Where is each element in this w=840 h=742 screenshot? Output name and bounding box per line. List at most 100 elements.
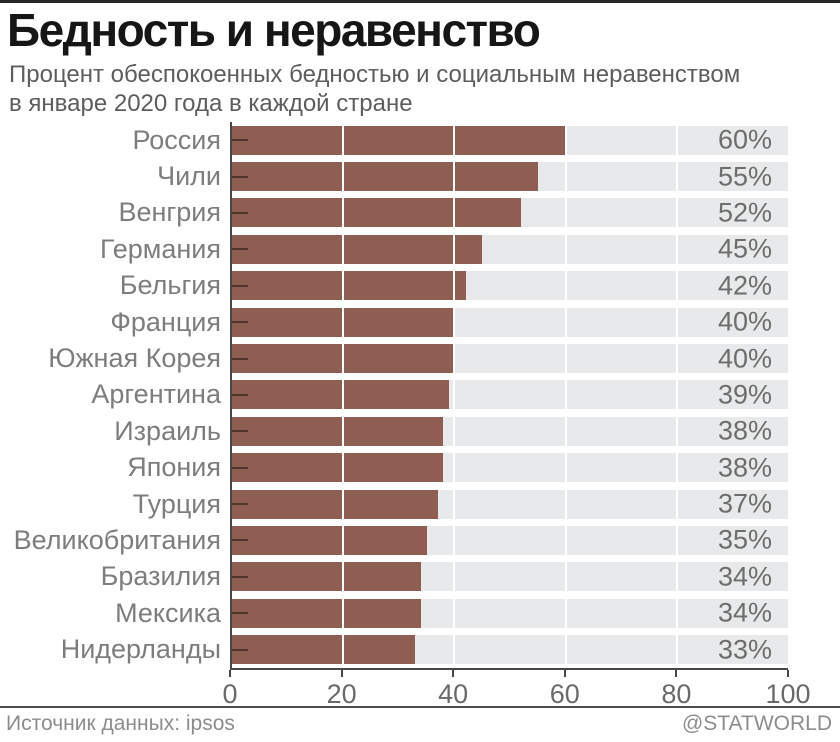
country-label: Франция [110,306,221,337]
gridline [675,416,678,446]
bar-row: Мексика 34% [0,595,840,631]
bar-track: 39% [232,379,788,410]
gridline [453,562,456,592]
y-axis-tick [232,393,248,396]
y-axis-tick [232,648,248,651]
value-label: 45% [717,233,772,264]
footer-divider [0,706,840,708]
x-axis-label: 20 [326,679,357,709]
bar-row: Венгрия 52% [0,195,840,231]
bar [232,380,449,410]
gridline [453,125,456,155]
gridline [675,162,678,192]
y-axis-line [230,122,232,668]
gridline [564,162,567,192]
gridline [564,416,567,446]
value-label: 37% [717,488,772,519]
gridline [564,198,567,228]
bar-track: 40% [232,306,788,337]
bar-row: Нидерланды 33% [0,631,840,667]
bar-chart: Россия 60% Чили 55% Венгрия 52% Германия 45% Бел… [0,122,840,722]
bar-row: Турция 37% [0,486,840,522]
y-axis-tick [232,357,248,360]
y-axis-tick [232,284,248,287]
gridline [453,271,456,301]
y-axis-tick [232,430,248,433]
gridline [564,453,567,483]
gridline [453,525,456,555]
gridline [675,598,678,628]
gridline [342,598,345,628]
gridline [342,525,345,555]
x-axis-line [230,668,788,670]
gridline [342,307,345,337]
value-label: 40% [717,306,772,337]
gridline [453,307,456,337]
y-axis-tick [232,539,248,542]
x-axis-tick [452,670,455,677]
gridline [342,562,345,592]
gridline [453,598,456,628]
country-label: Израиль [114,415,221,446]
gridline [564,635,567,665]
bar-rows: Россия 60% Чили 55% Венгрия 52% Германия 45% Бел… [0,122,840,668]
gridline [453,234,456,264]
y-axis-tick [232,175,248,178]
x-axis-label: 0 [222,679,238,709]
gridline [453,635,456,665]
gridline [675,125,678,155]
gridline [453,198,456,228]
bar [232,562,422,592]
bar-row: Германия 45% [0,231,840,267]
gridline [564,380,567,410]
bar [232,525,427,555]
y-axis-tick [232,503,248,506]
value-label: 42% [717,270,772,301]
bar-row: Бразилия 34% [0,559,840,595]
country-label: Чили [157,161,221,192]
value-label: 34% [717,597,772,628]
x-axis-tick [787,670,789,677]
bar [232,162,538,192]
bar [232,453,444,483]
gridline [675,198,678,228]
country-label: Мексика [115,597,221,628]
gridline [342,635,345,665]
credit-handle: @STATWORLD [681,712,832,735]
gridline [342,489,345,519]
bar [232,416,444,446]
gridline [675,234,678,264]
gridline [453,416,456,446]
bar-track: 42% [232,270,788,301]
y-axis-tick [232,211,248,214]
gridline [342,453,345,483]
gridline [342,162,345,192]
bar-row: Чили 55% [0,158,840,194]
gridline [564,344,567,374]
chart-title: Бедность и неравенство [7,4,541,56]
gridline [342,344,345,374]
bar-track: 45% [232,233,788,264]
bar-row: Аргентина 39% [0,377,840,413]
gridline [342,271,345,301]
value-label: 60% [717,124,772,155]
bar [232,198,522,228]
value-label: 35% [717,524,772,555]
bar-track: 52% [232,197,788,228]
gridline [675,344,678,374]
gridline [564,125,567,155]
country-label: Россия [132,124,221,155]
gridline [564,307,567,337]
country-label: Япония [127,452,221,483]
gridline [453,453,456,483]
bar [232,635,416,665]
x-axis-label: 40 [438,679,469,709]
gridline [342,125,345,155]
value-label: 39% [717,379,772,410]
gridline [342,380,345,410]
bar-row: Франция 40% [0,304,840,340]
bar-track: 35% [232,524,788,555]
y-axis-tick [232,139,248,142]
bar-track: 55% [232,161,788,192]
y-axis-tick [232,321,248,324]
